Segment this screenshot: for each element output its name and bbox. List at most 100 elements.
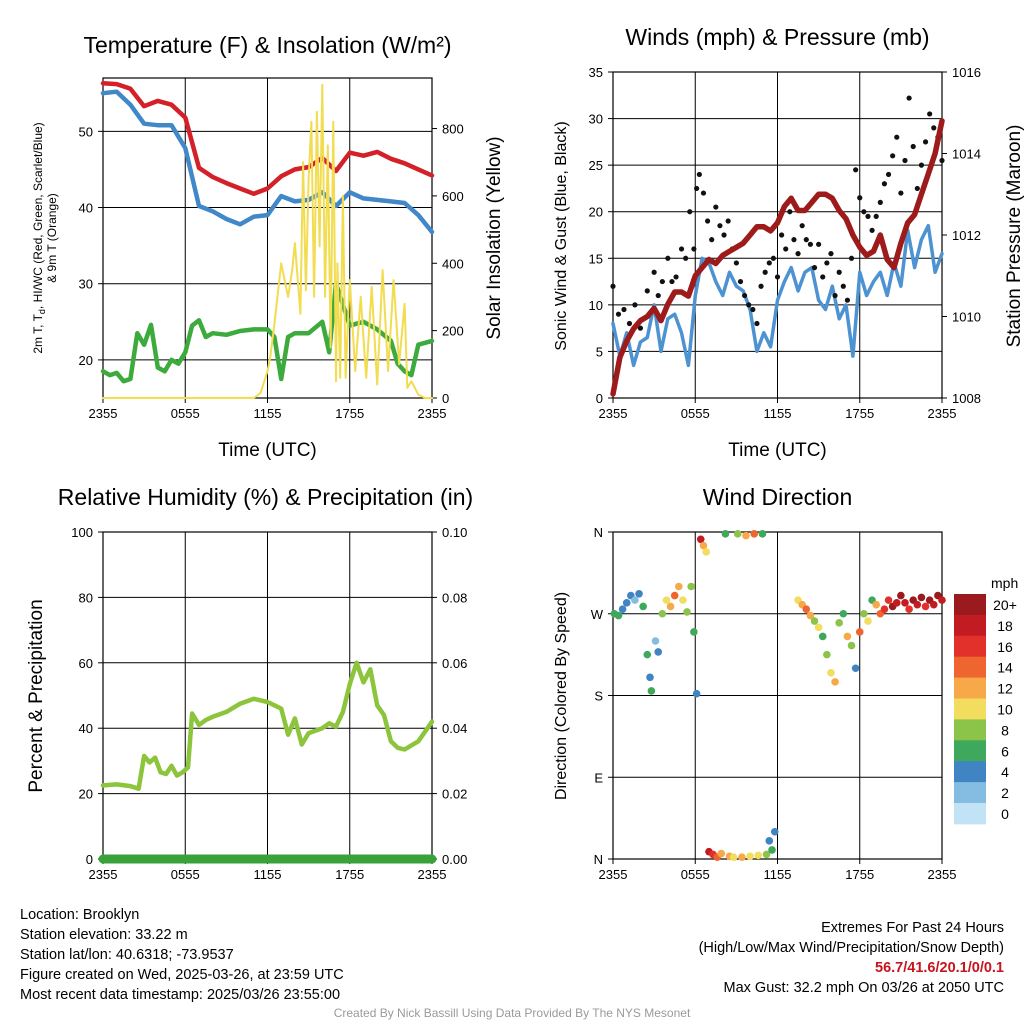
gust-point [807,241,814,247]
panel-1: Temperature (F) & Insolation (W/m²)2355 0… [31,32,505,461]
gust-point [873,213,879,219]
gust-point [783,246,789,252]
legend-title: mph [991,575,1018,591]
chart-title: Temperature (F) & Insolation (W/m²) [83,32,451,58]
gust-point [659,278,665,285]
direction-point [770,827,779,836]
direction-point [905,605,913,614]
legend-label: 2 [1001,785,1009,801]
y-tick-label: S [594,689,603,704]
gust-point [696,171,702,178]
gust-point [691,246,697,252]
gust-point [669,278,675,285]
y-tick-label: 10 [589,298,603,313]
series-line [100,660,435,791]
direction-point [810,617,819,625]
gust-point [754,320,760,327]
legend-label: 8 [1001,722,1009,738]
y2-tick-label: 0.04 [442,721,467,736]
direction-point [750,530,758,538]
gust-point [746,302,752,308]
credit-line: Created By Nick Bassill Using Data Provi… [333,1006,691,1020]
gust-point [655,292,661,299]
direction-point [622,599,631,607]
y-tick-label: 50 [79,124,93,139]
direction-point [679,596,687,604]
direction-point [675,582,683,591]
direction-point [872,600,880,609]
direction-point [733,530,742,538]
gust-point [750,306,756,313]
figure-created: Figure created on Wed, 2025-03-26, at 23… [20,967,344,983]
direction-point [631,596,639,604]
gust-point [885,171,892,178]
y-tick-label: 40 [79,201,93,216]
direction-point [827,668,835,677]
y2-tick-label: 0.06 [442,656,467,671]
y2-tick-label: 0.10 [442,525,467,540]
y2-tick-label: 600 [442,189,464,204]
direction-point [687,582,695,591]
direction-point [814,623,823,632]
chart-title: Wind Direction [703,484,853,510]
direction-point [823,650,831,659]
direction-point [670,591,679,600]
direction-point [880,605,889,614]
x-tick-label: 1755 [335,406,364,421]
legend-swatch [954,782,986,804]
extremes-title: Extremes For Past 24 Hours [821,920,1004,936]
y-axis-label: Sonic Wind & Gust (Blue, Black) [553,121,570,350]
gust-point [758,283,764,289]
gust-point [717,223,723,229]
y-tick-label: 0 [86,852,93,867]
legend-label: 6 [1001,743,1009,759]
x-tick-label: 2355 [928,406,957,421]
x-tick-label: 2355 [599,867,628,882]
extremes-panel: Extremes For Past 24 Hours (High/Low/Max… [699,918,1004,998]
y-tick-label: W [591,607,604,622]
y-axis-label: 2m T, Td, HI/WC (Red, Green, Scarlet/Blu… [31,122,47,353]
x-tick-label: 2355 [928,867,957,882]
direction-point [702,548,711,556]
station-elevation: Station elevation: 33.22 m [20,927,188,943]
gust-point [865,213,871,219]
direction-point [738,853,746,861]
legend-swatch [954,761,986,783]
legend-swatch [954,635,986,658]
station-info: Location: Brooklyn Station elevation: 33… [20,905,344,1005]
direction-point [929,600,938,609]
direction-point [647,687,656,695]
gust-point [709,237,715,243]
y2-tick-label: 200 [442,324,464,339]
legend-swatch [954,656,986,679]
y2-tick-label: 1010 [952,310,981,325]
direction-point [754,851,763,860]
direction-point [897,591,905,600]
legend-label: 14 [997,660,1013,676]
direction-point [692,689,701,698]
gust-point [890,153,896,159]
gust-point [791,237,797,243]
gust-point [914,185,920,192]
y-tick-label: 35 [589,65,603,80]
x-tick-label: 2355 [418,406,447,421]
direction-point [651,637,660,645]
legend-label: 4 [1001,764,1009,780]
x-tick-label: 0555 [171,867,200,882]
direction-point [843,632,852,641]
panel-2: Winds (mph) & Pressure (mb) 2355 0555 1155 1… [553,24,1024,461]
gust-point [840,283,846,289]
gust-point [665,255,671,261]
y-tick-label: 40 [79,721,93,736]
direction-point [758,530,767,538]
gust-point [939,157,945,164]
y-tick-label: 20 [589,205,603,220]
x-tick-label: 1755 [845,406,874,421]
gust-point [927,111,933,117]
direction-point [696,535,705,544]
y-axis-label-line2: & 9m T (Orange) [45,193,59,283]
gust-point [894,134,900,140]
x-tick-label: 1155 [764,406,792,421]
gust-point [615,311,622,317]
